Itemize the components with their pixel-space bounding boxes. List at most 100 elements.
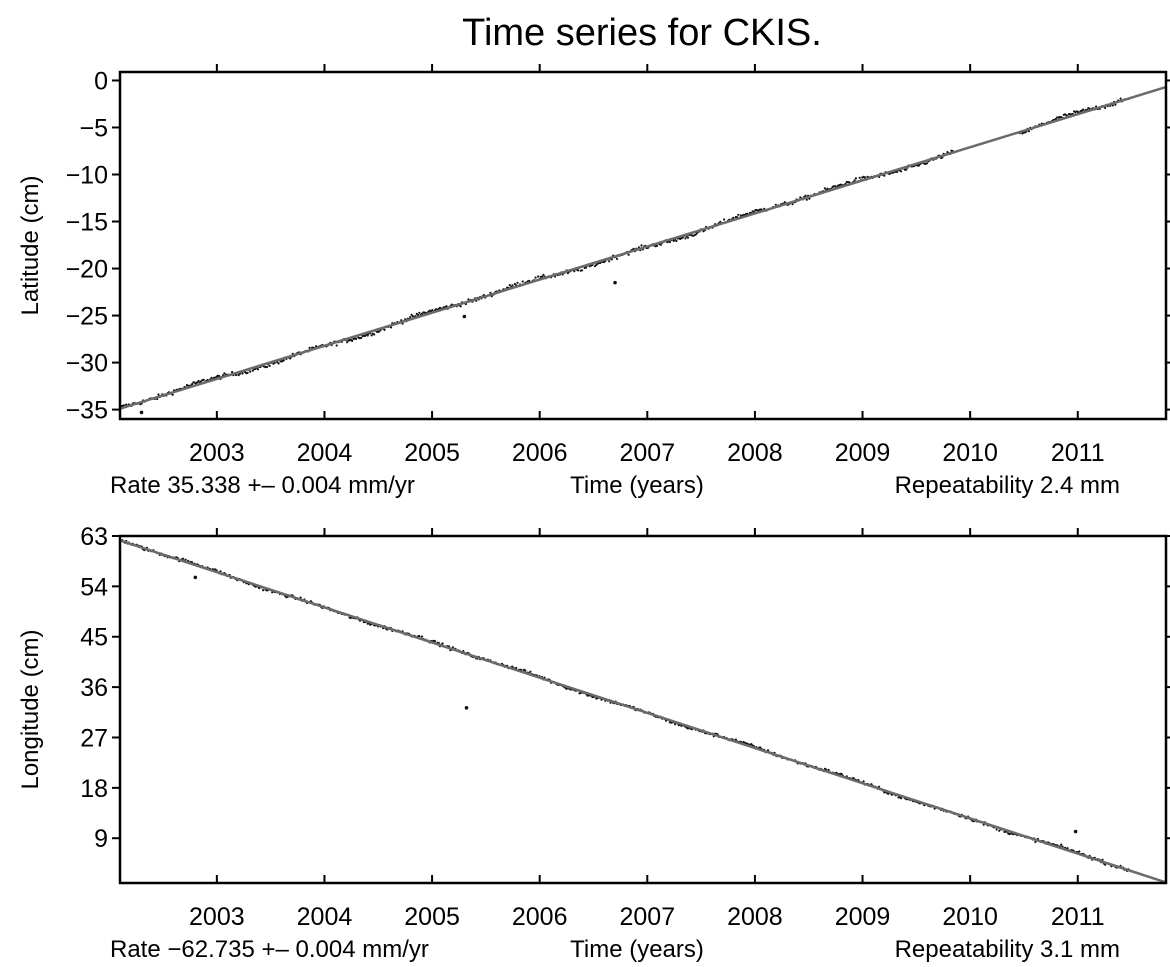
data-point: [459, 305, 462, 308]
data-point: [791, 203, 794, 206]
x-tick-label: 2004: [297, 439, 353, 467]
data-point: [268, 364, 271, 367]
data-point: [615, 257, 619, 260]
data-point: [542, 273, 545, 276]
x-tick-label: 2004: [297, 903, 353, 931]
outlier-point: [613, 280, 617, 285]
data-point: [998, 829, 1001, 832]
y-tick-label: 54: [80, 573, 108, 601]
data-point: [524, 669, 527, 672]
y-tick-label: 36: [80, 674, 108, 702]
data-point: [883, 174, 886, 177]
x-tick-label: 2006: [512, 439, 568, 467]
data-point: [737, 213, 740, 216]
data-point: [364, 334, 367, 337]
data-point: [1066, 847, 1069, 850]
data-point: [508, 284, 511, 287]
data-point: [573, 270, 576, 273]
x-tick-label: 2003: [189, 903, 245, 931]
x-tick-label: 2005: [404, 903, 460, 931]
data-point: [529, 670, 532, 673]
data-point: [848, 181, 851, 184]
y-tick-label: 0: [94, 67, 108, 95]
outlier-point: [1073, 829, 1078, 834]
data-point: [182, 557, 185, 560]
y-tick-label: −35: [66, 397, 108, 425]
y-tick-label: −15: [66, 209, 108, 237]
y-axis-label: Latitude (cm): [17, 175, 44, 315]
data-point: [995, 828, 998, 831]
trend-line: [119, 539, 1167, 884]
data-point: [640, 244, 643, 247]
x-tick-label: 2011: [1051, 439, 1105, 467]
data-point: [1095, 105, 1098, 108]
data-point: [566, 272, 570, 275]
data-point: [521, 280, 524, 283]
data-point: [351, 339, 354, 342]
data-point: [627, 253, 630, 256]
data-point: [191, 383, 194, 386]
data-point: [218, 375, 221, 378]
x-tick-label: 2003: [189, 439, 245, 467]
plot-frame: [118, 70, 1168, 421]
x-tick-label: 2006: [512, 903, 568, 931]
data-point: [655, 244, 659, 247]
data-point: [210, 376, 213, 379]
data-point: [409, 315, 412, 319]
data-point: [1104, 863, 1107, 866]
data-point: [251, 369, 254, 372]
data-point: [900, 170, 903, 173]
x-tick-label: 2011: [1051, 903, 1105, 931]
data-point: [694, 233, 697, 236]
x-axis-label: Time (years): [570, 472, 704, 499]
data-point: [246, 371, 249, 374]
data-point: [804, 194, 807, 197]
x-tick-label: 2008: [727, 439, 783, 467]
data-point: [308, 346, 311, 349]
data-point: [723, 218, 726, 221]
y-tick-label: 9: [94, 825, 108, 853]
data-point: [516, 281, 519, 284]
data-point: [1119, 97, 1122, 100]
data-point: [335, 344, 338, 347]
data-point: [1034, 840, 1037, 844]
data-point: [805, 198, 808, 201]
data-point: [852, 776, 855, 780]
data-point: [265, 365, 269, 368]
data-point: [863, 176, 867, 179]
data-point: [467, 298, 470, 301]
rate-text: Rate 35.338 +– 0.004 mm/yr: [110, 472, 415, 499]
data-point: [383, 328, 386, 331]
data-point: [346, 341, 349, 344]
x-tick-label: 2009: [835, 903, 891, 931]
data-point: [823, 187, 827, 190]
y-tick-label: −20: [66, 256, 108, 284]
y-axis-label: Longitude (cm): [17, 629, 44, 789]
y-tick-label: −25: [66, 303, 108, 331]
data-point: [256, 368, 260, 371]
data-point: [241, 372, 244, 375]
data-point: [171, 393, 174, 396]
data-point: [418, 311, 421, 314]
data-point: [511, 284, 514, 287]
x-tick-label: 2005: [404, 439, 460, 467]
data-point: [862, 780, 865, 783]
data-point: [249, 370, 252, 373]
data-point: [766, 749, 770, 752]
data-point: [157, 393, 160, 396]
data-point: [410, 313, 413, 316]
data-point: [827, 768, 830, 772]
y-tick-label: 18: [80, 775, 108, 803]
rate-text: Rate −62.735 +– 0.004 mm/yr: [110, 936, 429, 963]
data-point: [675, 239, 678, 243]
x-tick-label: 2008: [727, 903, 783, 931]
plot-frame: [118, 534, 1168, 885]
data-point: [373, 333, 376, 336]
y-tick-label: 27: [80, 724, 108, 752]
x-tick-label: 2009: [835, 439, 891, 467]
data-point: [853, 179, 856, 182]
outlier-point: [139, 410, 144, 415]
data-point: [534, 276, 537, 279]
data-point: [750, 743, 753, 746]
